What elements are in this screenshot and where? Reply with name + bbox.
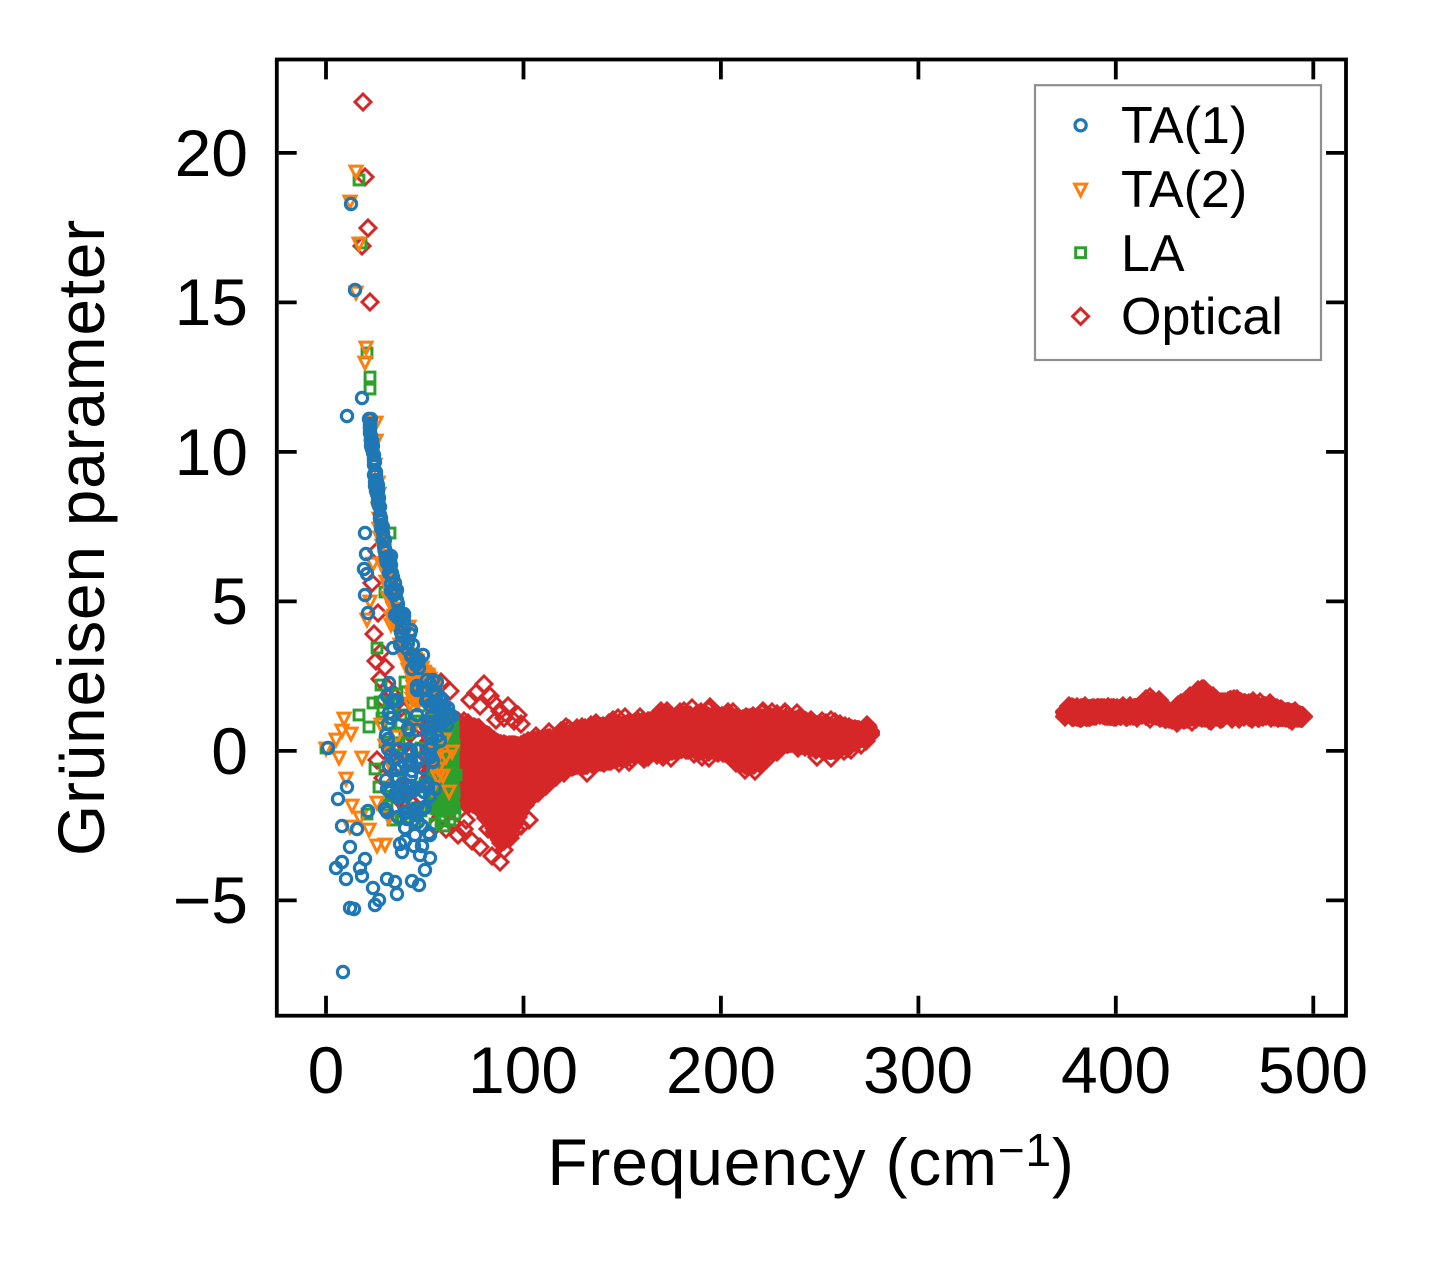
svg-text:200: 200 xyxy=(666,1033,776,1107)
svg-text:TA(2): TA(2) xyxy=(1121,161,1247,219)
svg-text:10: 10 xyxy=(175,415,248,489)
svg-text:300: 300 xyxy=(863,1033,973,1107)
svg-text:Frequency (cm−1): Frequency (cm−1) xyxy=(547,1124,1074,1199)
svg-text:15: 15 xyxy=(175,265,248,339)
svg-text:400: 400 xyxy=(1061,1033,1171,1107)
svg-text:0: 0 xyxy=(308,1033,345,1107)
svg-text:Optical: Optical xyxy=(1121,288,1283,346)
svg-text:5: 5 xyxy=(211,564,248,638)
svg-text:500: 500 xyxy=(1258,1033,1368,1107)
svg-text:0: 0 xyxy=(211,714,248,788)
svg-text:TA(1): TA(1) xyxy=(1121,97,1247,155)
svg-text:Grüneisen parameter: Grüneisen parameter xyxy=(44,219,118,856)
svg-text:100: 100 xyxy=(468,1033,578,1107)
svg-text:LA: LA xyxy=(1121,225,1185,283)
svg-text:−5: −5 xyxy=(173,863,248,937)
svg-text:20: 20 xyxy=(175,116,248,190)
